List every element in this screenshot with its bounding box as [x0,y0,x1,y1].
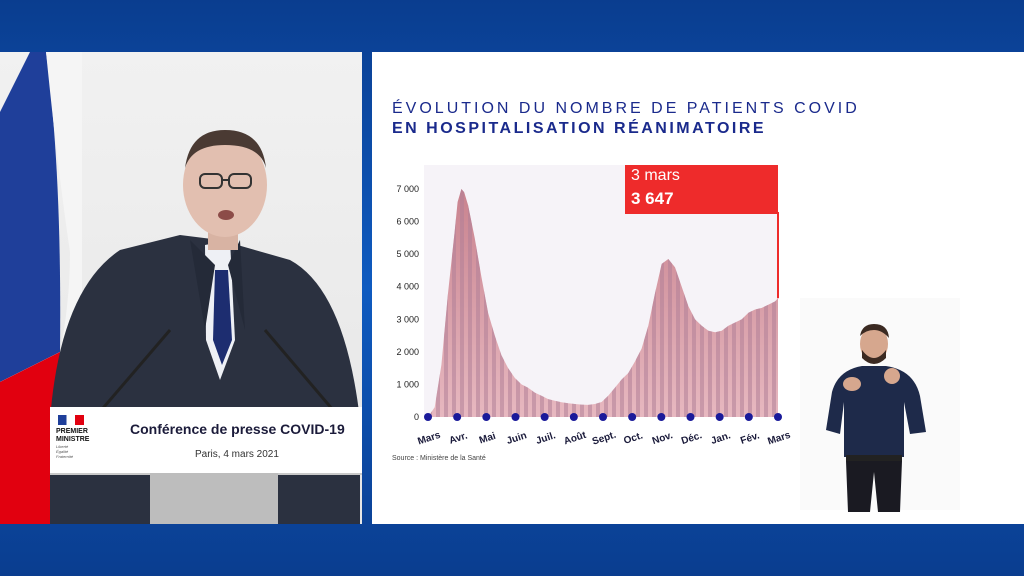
x-axis-dot [424,413,432,421]
x-tick-label: Fév. [739,430,761,446]
x-axis-dot [540,413,549,421]
x-tick-label: Juil. [535,430,558,447]
y-tick-label: 2 000 [396,347,419,357]
logo-motto-3: Fraternité [56,454,74,459]
chart-title-line-2: EN HOSPITALISATION RÉANIMATOIRE [392,120,767,137]
x-tick-label: Mars [766,430,792,448]
x-axis-dot [628,413,637,421]
logo-motto-2: Égalité [56,449,69,454]
y-tick-label: 1 000 [396,379,419,389]
y-tick-label: 6 000 [396,217,419,227]
callout-value: 3 647 [631,189,674,208]
podium-sign: PREMIER MINISTRE Liberté Égalité Fratern… [50,407,362,475]
chart-panel: ÉVOLUTION DU NOMBRE DE PATIENTS COVID EN… [372,52,1024,524]
x-axis-dot [569,413,578,421]
x-axis-dot [686,413,695,421]
x-tick-label: Mai [478,431,497,447]
premier-ministre-logo: PREMIER MINISTRE Liberté Égalité Fratern… [56,415,104,459]
x-tick-label: Sept. [591,430,618,448]
chart-title-line-1: ÉVOLUTION DU NOMBRE DE PATIENTS COVID [392,100,860,117]
x-tick-label: Avr. [448,430,469,446]
x-axis-dot [744,413,753,421]
x-tick-label: Jan. [710,430,733,447]
x-tick-label: Juin [505,430,528,447]
sign-language-interpreter [826,324,926,512]
x-axis-dot [715,413,724,421]
marianne-icon [58,415,84,425]
x-tick-label: Mars [416,430,442,448]
x-axis-dot [657,413,666,421]
callout-date: 3 mars [631,167,680,184]
logo-line-1: PREMIER [56,428,88,435]
x-tick-label: Nov. [651,430,675,447]
x-axis-dot [599,413,607,421]
x-axis-dot [482,413,491,421]
podium-base [150,473,278,524]
y-tick-label: 4 000 [396,282,419,292]
logo-motto-1: Liberté [56,444,69,449]
y-tick-label: 5 000 [396,249,419,259]
x-axis-dot [453,413,462,421]
x-tick-label: Août [563,430,589,448]
highlight-callout: 3 mars 3 647 [625,165,778,214]
x-tick-label: Oct. [622,430,644,447]
chart-source: Source : Ministère de la Santé [392,455,486,462]
x-tick-label: Déc. [680,430,704,447]
x-axis-dot [511,413,520,421]
podium-subtitle: Paris, 4 mars 2021 [195,449,279,460]
x-axis-dot [774,413,782,421]
y-tick-label: 0 [414,412,419,422]
logo-line-2: MINISTRE [56,436,90,443]
podium-title: Conférence de presse COVID-19 [130,421,345,437]
y-tick-label: 7 000 [396,184,419,194]
video-panel: PREMIER MINISTRE Liberté Égalité Fratern… [0,52,362,524]
y-tick-label: 3 000 [396,314,419,324]
